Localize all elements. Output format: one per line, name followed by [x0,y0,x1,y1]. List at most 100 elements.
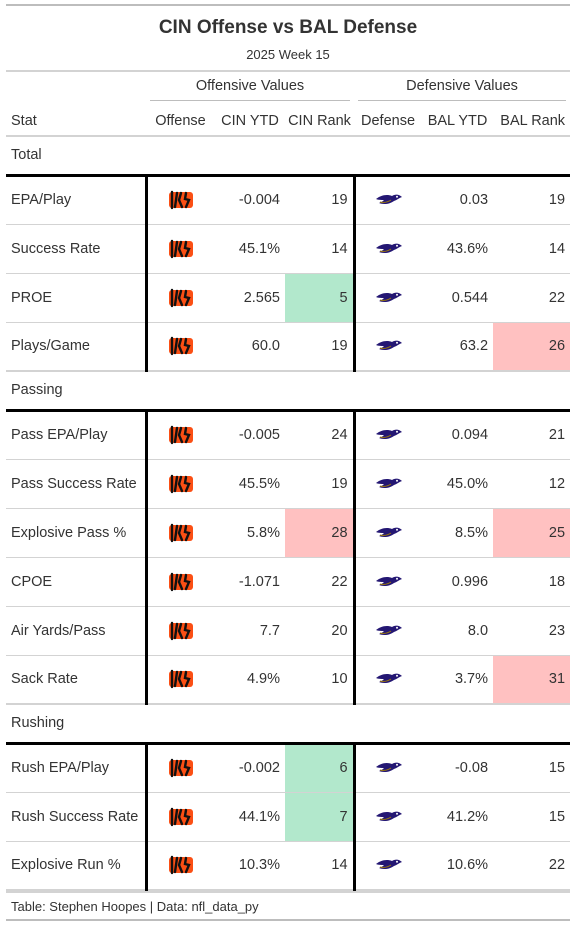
bal-rank-value: 25 [493,508,571,558]
offense-logo-cell [144,173,215,225]
ravens-logo-icon [375,859,402,870]
bengals-logo-icon [169,239,194,258]
bengals-logo-icon [169,523,194,542]
group-row-passing: Passing [6,371,571,411]
stat-name: Air Yards/Pass [6,606,146,656]
defense-logo-cell [352,792,423,842]
group-label: Total [6,136,571,176]
cin-ytd-value: 10.3% [215,841,285,891]
top-rule [6,4,570,6]
gt-table: CIN Offense vs BAL Defense 2025 Week 15 … [6,4,571,921]
stat-name: Rush Success Rate [6,792,146,842]
stat-name: Sack Rate [6,655,146,705]
bal-rank-value: 22 [493,841,571,891]
defense-logo-cell [352,459,423,509]
bengals-logo-icon [169,572,194,591]
stat-name: Pass Success Rate [6,459,146,509]
bal-ytd-value: 0.094 [422,408,494,460]
bal-ytd-value: 8.5% [422,508,494,558]
defense-logo-cell [352,741,423,793]
table-row: Pass EPA/Play -0.005 24 0.094 21 [6,408,571,460]
bal-rank-value: 23 [493,606,571,656]
bal-rank-value: 15 [493,792,571,842]
col-header-offense: Offense [146,106,215,137]
ravens-logo-icon [375,527,402,537]
offense-logo-cell [144,841,215,891]
group-label: Passing [6,371,571,411]
offense-logo-cell [144,655,215,705]
stat-name: EPA/Play [6,173,146,225]
table-row: Pass Success Rate 45.5% 19 45.0% 12 [6,459,571,509]
bal-ytd-value: 0.996 [422,557,494,607]
cin-rank-value: 19 [285,173,355,225]
cin-rank-value: 14 [285,841,355,891]
table-title: CIN Offense vs BAL Defense [158,17,418,38]
group-row-total: Total [6,136,571,176]
table-row: Sack Rate 4.9% 10 3.7% 31 [6,655,571,705]
defense-logo-cell [352,224,423,274]
bal-ytd-value: 0.544 [422,273,494,323]
defense-logo-cell [352,508,423,558]
cin-ytd-value: 44.1% [215,792,285,842]
table-source-note: Table: Stephen Hoopes | Data: nfl_data_p… [6,891,570,921]
cin-ytd-value: -0.004 [215,173,285,225]
group-label: Rushing [6,704,571,744]
cin-ytd-value: 4.9% [215,655,285,705]
bal-ytd-value: 43.6% [422,224,494,274]
bal-ytd-value: 41.2% [422,792,494,842]
stat-name: Plays/Game [6,322,146,372]
stats-table: Offensive Values Defensive Values Stat O… [6,70,571,891]
bengals-logo-icon [169,190,194,210]
bengals-logo-icon [169,425,194,445]
offense-logo-cell [144,508,215,558]
spanner-offensive-values: Offensive Values [146,70,355,106]
bal-ytd-value: 45.0% [422,459,494,509]
offense-logo-cell [144,792,215,842]
group-row-rushing: Rushing [6,704,571,744]
bal-ytd-value: 0.03 [422,173,494,225]
col-header-bal-rank: BAL Rank [493,106,571,137]
bengals-logo-icon [169,856,194,875]
table-row: Air Yards/Pass 7.7 20 8.0 23 [6,606,571,656]
bal-rank-value: 26 [493,322,571,372]
cin-ytd-value: 45.5% [215,459,285,509]
bal-ytd-value: 63.2 [422,322,494,372]
ravens-logo-icon [375,478,402,488]
ravens-logo-icon [375,762,402,773]
cin-ytd-value: 45.1% [215,224,285,274]
defense-logo-cell [352,841,423,891]
cin-ytd-value: 2.565 [215,273,285,323]
bal-rank-value: 18 [493,557,571,607]
ravens-logo-icon [375,576,402,586]
stat-name: PROE [6,273,146,323]
cin-rank-value: 10 [285,655,355,705]
cin-rank-value: 6 [285,741,355,793]
bal-ytd-value: -0.08 [422,741,494,793]
spanner-defensive-values: Defensive Values [354,70,571,106]
table-row: Rush Success Rate 44.1% 7 41.2% 15 [6,792,571,842]
stat-name: Success Rate [6,224,146,274]
cin-rank-value: 19 [285,459,355,509]
table-row: Rush EPA/Play -0.002 6 -0.08 15 [6,741,571,793]
ravens-logo-icon [375,340,402,351]
table-row: Plays/Game 60.0 19 63.2 26 [6,322,571,372]
column-header-row: Stat Offense CIN YTD CIN Rank Defense BA… [6,106,571,137]
table-subtitle: 2025 Week 15 [246,47,330,62]
table-row: PROE 2.565 5 0.544 22 [6,273,571,323]
col-header-defense: Defense [354,106,423,137]
offense-logo-cell [144,606,215,656]
bengals-logo-icon [169,288,194,307]
ravens-logo-icon [375,429,402,440]
stat-name: Pass EPA/Play [6,408,146,460]
cin-rank-value: 20 [285,606,355,656]
table-row: EPA/Play -0.004 19 0.03 19 [6,173,571,225]
bal-rank-value: 12 [493,459,571,509]
bengals-logo-icon [169,670,194,689]
defense-logo-cell [352,173,423,225]
offense-logo-cell [144,557,215,607]
cin-rank-value: 5 [285,273,355,323]
cin-rank-value: 19 [285,322,355,372]
stat-name: Explosive Pass % [6,508,146,558]
defense-logo-cell [352,606,423,656]
offense-logo-cell [144,741,215,793]
